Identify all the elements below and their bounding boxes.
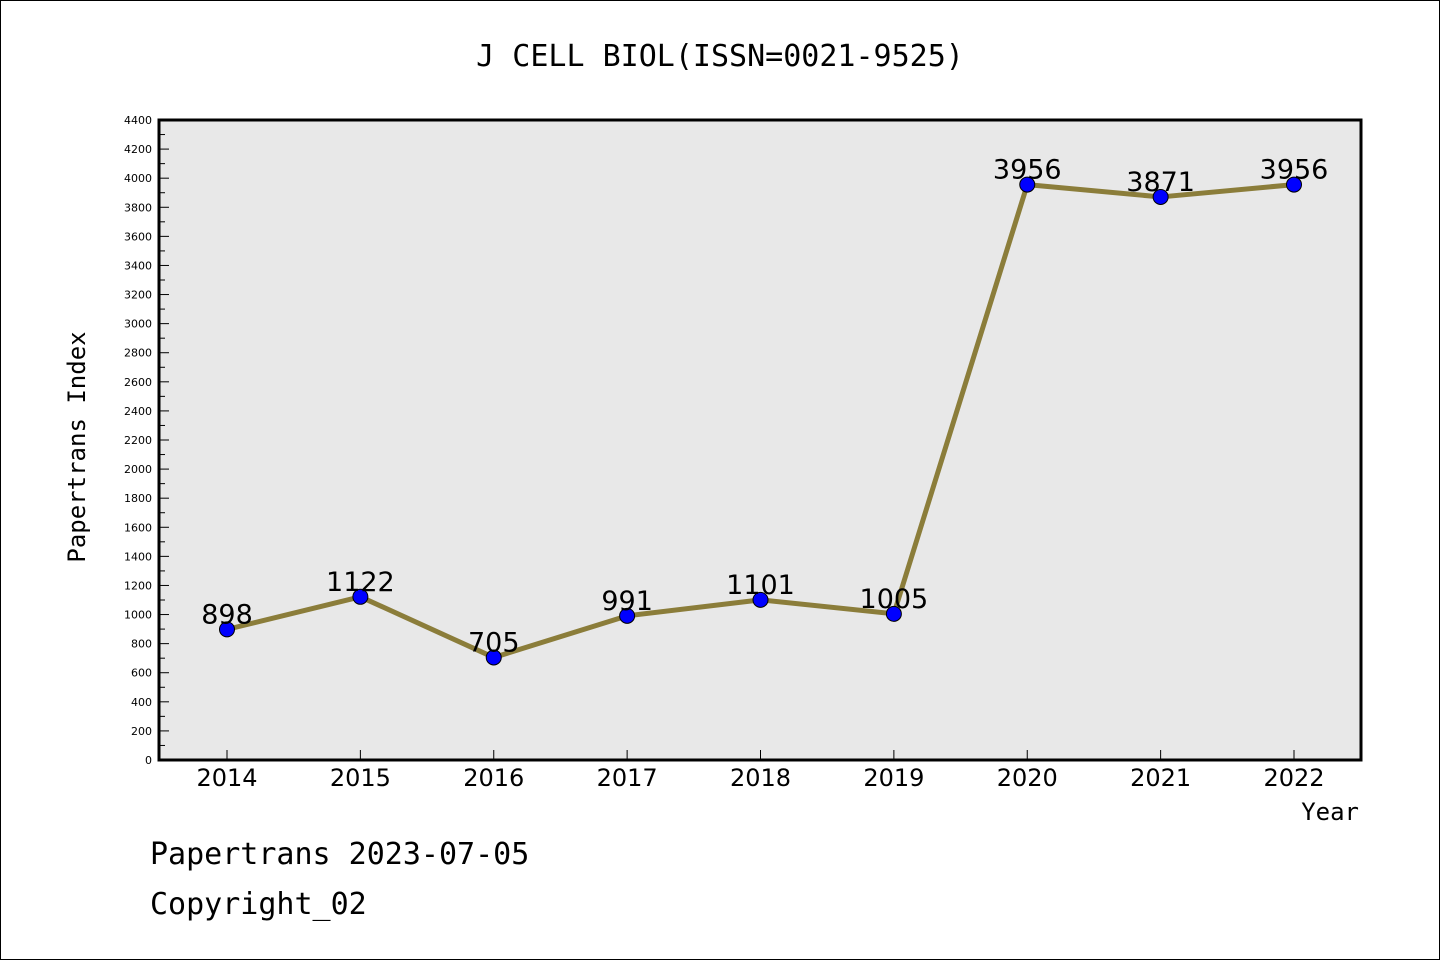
chart-title: J CELL BIOL(ISSN=0021-9525) [476,39,964,74]
y-axis-ticks: 0 200 400 600 800 1000 1200 1400 1600 1800 2000 220… [124,114,169,767]
y-tick-label: 2000 [124,463,152,476]
x-tick-label: 2021 [1130,764,1191,792]
x-axis-ticks: 2014 2015 2016 2017 2018 2019 2020 2021 2022 [196,750,1325,792]
data-label: 898 [201,599,253,630]
data-point [1152,188,1169,205]
y-tick-label: 3000 [124,318,152,331]
data-label: 705 [468,627,520,658]
data-point [752,591,769,608]
data-label: 1005 [860,584,929,615]
y-tick-label: 3800 [124,201,152,214]
y-tick-label: 4400 [124,114,152,127]
data-label: 3956 [993,155,1062,186]
data-point [619,607,636,624]
y-tick-label: 1800 [124,492,152,505]
y-tick-label: 1200 [124,579,152,592]
data-label: 991 [601,586,653,617]
plot-area [157,118,1363,762]
data-label: 3956 [1260,155,1329,186]
y-tick-label: 800 [131,638,152,651]
y-tick-label: 600 [131,667,152,680]
data-point [885,605,902,622]
y-tick-label: 3200 [124,289,152,302]
data-labels: 898 1122 705 991 1101 1005 3956 3871 3956 [201,155,1328,659]
x-tick-label: 2015 [330,764,391,792]
y-tick-label: 1600 [124,521,152,534]
series-markers [219,176,1302,666]
data-point [1019,176,1036,193]
footer-date: Papertrans 2023-07-05 [150,837,529,872]
data-point [485,649,502,666]
y-tick-label: 4000 [124,172,152,185]
x-tick-label: 2022 [1263,764,1324,792]
x-tick-label: 2016 [463,764,524,792]
y-tick-label: 3400 [124,259,152,272]
y-tick-label: 4200 [124,143,152,156]
data-label: 3871 [1126,167,1195,198]
x-tick-label: 2014 [196,764,257,792]
x-tick-label: 2020 [997,764,1058,792]
y-tick-label: 200 [131,725,152,738]
y-tick-label: 2800 [124,347,152,360]
data-label: 1122 [326,567,395,598]
x-axis-label: Year [1301,798,1359,826]
y-tick-label: 1000 [124,609,152,622]
x-tick-label: 2017 [597,764,658,792]
data-label: 1101 [726,570,795,601]
y-tick-label: 2600 [124,376,152,389]
y-tick-label: 400 [131,696,152,709]
y-tick-label: 3600 [124,230,152,243]
y-tick-label: 2400 [124,405,152,418]
footer-copyright: Copyright_02 [150,887,367,922]
x-tick-label: 2018 [730,764,791,792]
x-tick-label: 2019 [863,764,924,792]
data-point [219,621,235,638]
y-axis-label: Papertrans Index [63,331,91,562]
y-tick-label: 2200 [124,434,152,447]
y-tick-label: 1400 [124,550,152,563]
data-point [352,588,369,605]
y-tick-label: 0 [145,754,152,767]
data-point [1286,176,1302,193]
